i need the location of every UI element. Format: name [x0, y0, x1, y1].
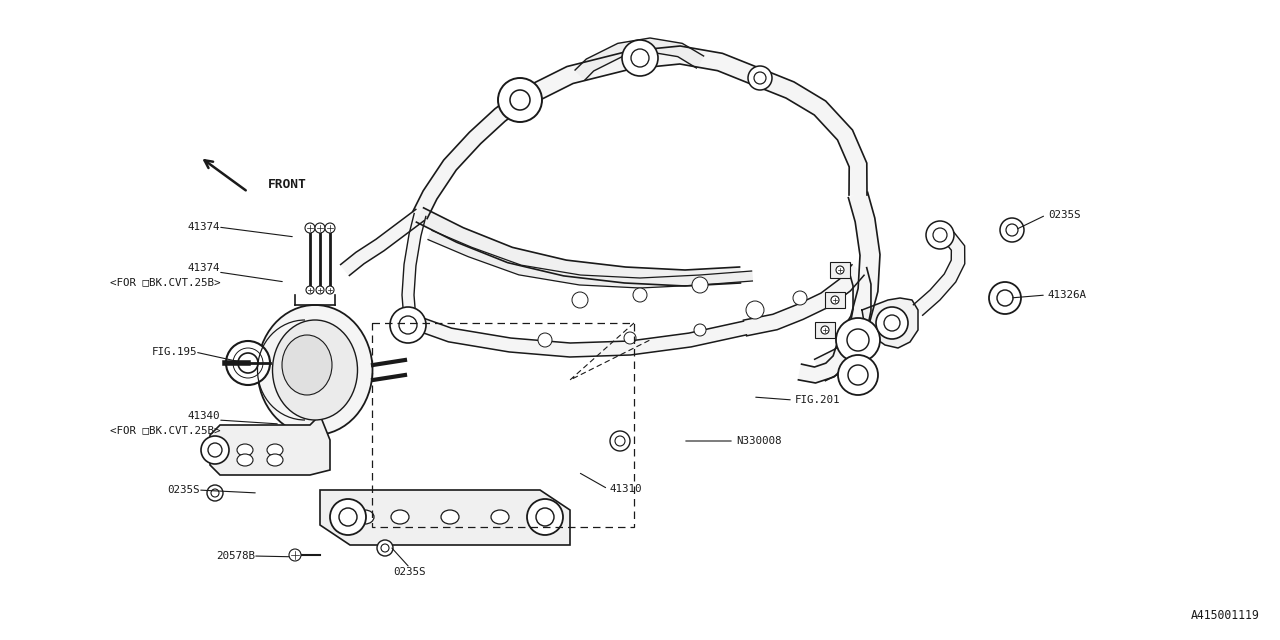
- Polygon shape: [516, 46, 763, 108]
- Ellipse shape: [268, 454, 283, 466]
- Text: FIG.201: FIG.201: [795, 395, 841, 405]
- Text: <FOR □BK.CVT.25B>: <FOR □BK.CVT.25B>: [110, 425, 220, 435]
- Circle shape: [306, 286, 314, 294]
- Polygon shape: [340, 209, 424, 275]
- Circle shape: [838, 355, 878, 395]
- Polygon shape: [744, 265, 864, 336]
- Ellipse shape: [492, 510, 509, 524]
- Ellipse shape: [257, 305, 372, 435]
- Bar: [815, 322, 835, 338]
- Polygon shape: [416, 208, 740, 286]
- Circle shape: [876, 307, 908, 339]
- Text: N330008: N330008: [736, 436, 782, 446]
- Circle shape: [748, 66, 772, 90]
- Polygon shape: [320, 490, 570, 545]
- Polygon shape: [799, 342, 852, 383]
- Circle shape: [836, 266, 844, 274]
- Text: FRONT: FRONT: [268, 179, 307, 191]
- Circle shape: [625, 332, 636, 344]
- Ellipse shape: [390, 510, 410, 524]
- Text: FIG.195: FIG.195: [151, 347, 197, 357]
- Circle shape: [820, 326, 829, 334]
- Ellipse shape: [237, 444, 253, 456]
- Circle shape: [572, 292, 588, 308]
- Polygon shape: [841, 268, 870, 350]
- Text: 41340: 41340: [187, 411, 220, 421]
- Circle shape: [326, 286, 334, 294]
- Circle shape: [378, 540, 393, 556]
- Circle shape: [692, 277, 708, 293]
- Circle shape: [201, 436, 229, 464]
- Text: 41326A: 41326A: [1048, 290, 1087, 300]
- Text: 20578B: 20578B: [216, 551, 255, 561]
- Text: <FOR □BK.CVT.25B>: <FOR □BK.CVT.25B>: [110, 277, 220, 287]
- Bar: [829, 262, 850, 278]
- Circle shape: [527, 499, 563, 535]
- Circle shape: [289, 549, 301, 561]
- Polygon shape: [575, 38, 704, 80]
- Circle shape: [330, 499, 366, 535]
- Polygon shape: [402, 214, 426, 321]
- Polygon shape: [428, 230, 753, 288]
- Circle shape: [305, 223, 315, 233]
- Circle shape: [694, 324, 707, 336]
- Polygon shape: [836, 192, 879, 350]
- Circle shape: [746, 301, 764, 319]
- Ellipse shape: [273, 320, 357, 420]
- Circle shape: [498, 78, 541, 122]
- Bar: [826, 292, 845, 308]
- Polygon shape: [413, 93, 525, 219]
- Circle shape: [989, 282, 1021, 314]
- Circle shape: [611, 431, 630, 451]
- Text: 41310: 41310: [611, 484, 643, 494]
- Circle shape: [622, 40, 658, 76]
- Circle shape: [794, 291, 806, 305]
- Circle shape: [325, 223, 335, 233]
- Bar: [372, 323, 634, 527]
- Text: 0235S: 0235S: [1048, 210, 1080, 220]
- Text: A415001119: A415001119: [1192, 609, 1260, 622]
- Ellipse shape: [356, 510, 374, 524]
- Polygon shape: [210, 415, 330, 475]
- Circle shape: [538, 333, 552, 347]
- Ellipse shape: [268, 444, 283, 456]
- Text: 41374: 41374: [187, 222, 220, 232]
- Polygon shape: [914, 228, 965, 316]
- Circle shape: [1000, 218, 1024, 242]
- Polygon shape: [814, 335, 870, 381]
- Circle shape: [390, 307, 426, 343]
- Ellipse shape: [237, 454, 253, 466]
- Polygon shape: [861, 298, 918, 348]
- Circle shape: [207, 485, 223, 501]
- Circle shape: [315, 223, 325, 233]
- Polygon shape: [756, 70, 867, 195]
- Polygon shape: [406, 314, 746, 357]
- Circle shape: [316, 286, 324, 294]
- Circle shape: [227, 341, 270, 385]
- Text: 0235S: 0235S: [168, 485, 200, 495]
- Circle shape: [925, 221, 954, 249]
- Ellipse shape: [282, 335, 332, 395]
- Circle shape: [831, 296, 838, 304]
- Circle shape: [836, 318, 881, 362]
- Text: 0235S: 0235S: [394, 567, 426, 577]
- Ellipse shape: [442, 510, 460, 524]
- Text: 41374: 41374: [187, 263, 220, 273]
- Circle shape: [634, 288, 646, 302]
